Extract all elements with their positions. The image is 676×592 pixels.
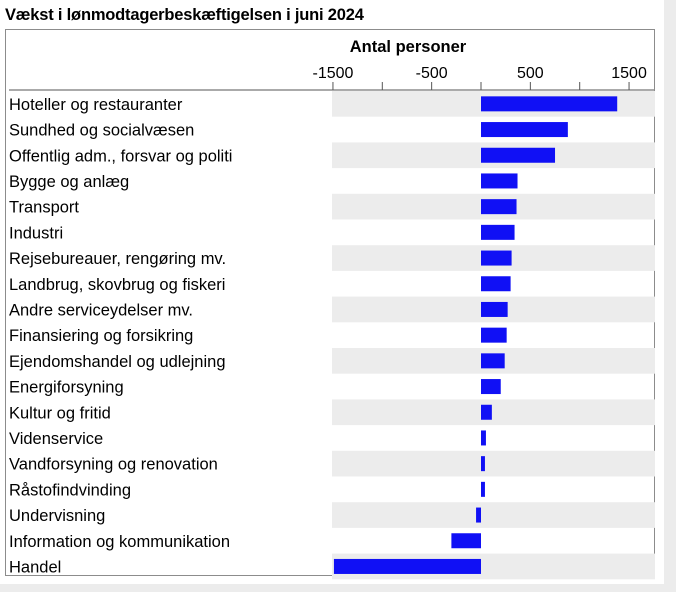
bar — [481, 276, 511, 292]
category-label: Transport — [9, 199, 79, 217]
category-label: Rejsebureauer, rengøring mv. — [9, 250, 226, 268]
category-label: Energiforsyning — [9, 379, 124, 397]
category-label: Industri — [9, 224, 63, 242]
category-label: Landbrug, skovbrug og fiskeri — [9, 276, 225, 294]
bar — [333, 558, 481, 574]
category-label: Andre serviceydelser mv. — [9, 301, 193, 319]
bar — [481, 173, 518, 189]
bar — [481, 250, 512, 266]
bar — [481, 404, 492, 420]
chart-title: Vækst i lønmodtagerbeskæftigelsen i juni… — [5, 6, 364, 24]
bar — [481, 379, 501, 395]
bar — [481, 456, 485, 472]
bar — [481, 122, 568, 138]
tick-label: 1500 — [611, 65, 647, 82]
category-label: Undervisning — [9, 507, 105, 525]
category-label: Bygge og anlæg — [9, 173, 129, 191]
category-label: Videnservice — [9, 430, 103, 448]
category-label: Kultur og fritid — [9, 404, 111, 422]
bar — [481, 199, 517, 215]
bar — [481, 353, 505, 369]
bar — [451, 533, 481, 549]
axis-title: Antal personer — [350, 38, 467, 56]
category-label: Sundhed og socialvæsen — [9, 122, 194, 140]
row-band — [332, 399, 655, 426]
category-label: Handel — [9, 558, 61, 576]
bar — [481, 96, 618, 112]
tick-label: -1500 — [312, 65, 353, 82]
row-band — [332, 502, 655, 528]
tick-label: 500 — [517, 65, 544, 82]
bar — [476, 507, 481, 523]
chart-card: Vækst i lønmodtagerbeskæftigelsen i juni… — [0, 0, 664, 584]
bar — [481, 481, 485, 497]
category-label: Finansiering og forsikring — [9, 327, 193, 345]
category-label: Information og kommunikation — [9, 533, 230, 551]
category-label: Hoteller og restauranter — [9, 96, 183, 114]
category-label: Råstofindvinding — [9, 481, 131, 499]
bar — [481, 430, 486, 446]
category-label: Vandforsyning og renovation — [9, 456, 218, 474]
bar — [481, 327, 507, 343]
bar — [481, 147, 556, 163]
bar — [481, 224, 515, 240]
category-label: Ejendomshandel og udlejning — [9, 353, 226, 371]
tick-label: -500 — [416, 65, 448, 82]
category-label: Offentlig adm., forsvar og politi — [9, 147, 232, 165]
row-band — [332, 450, 655, 477]
bar — [481, 301, 508, 317]
